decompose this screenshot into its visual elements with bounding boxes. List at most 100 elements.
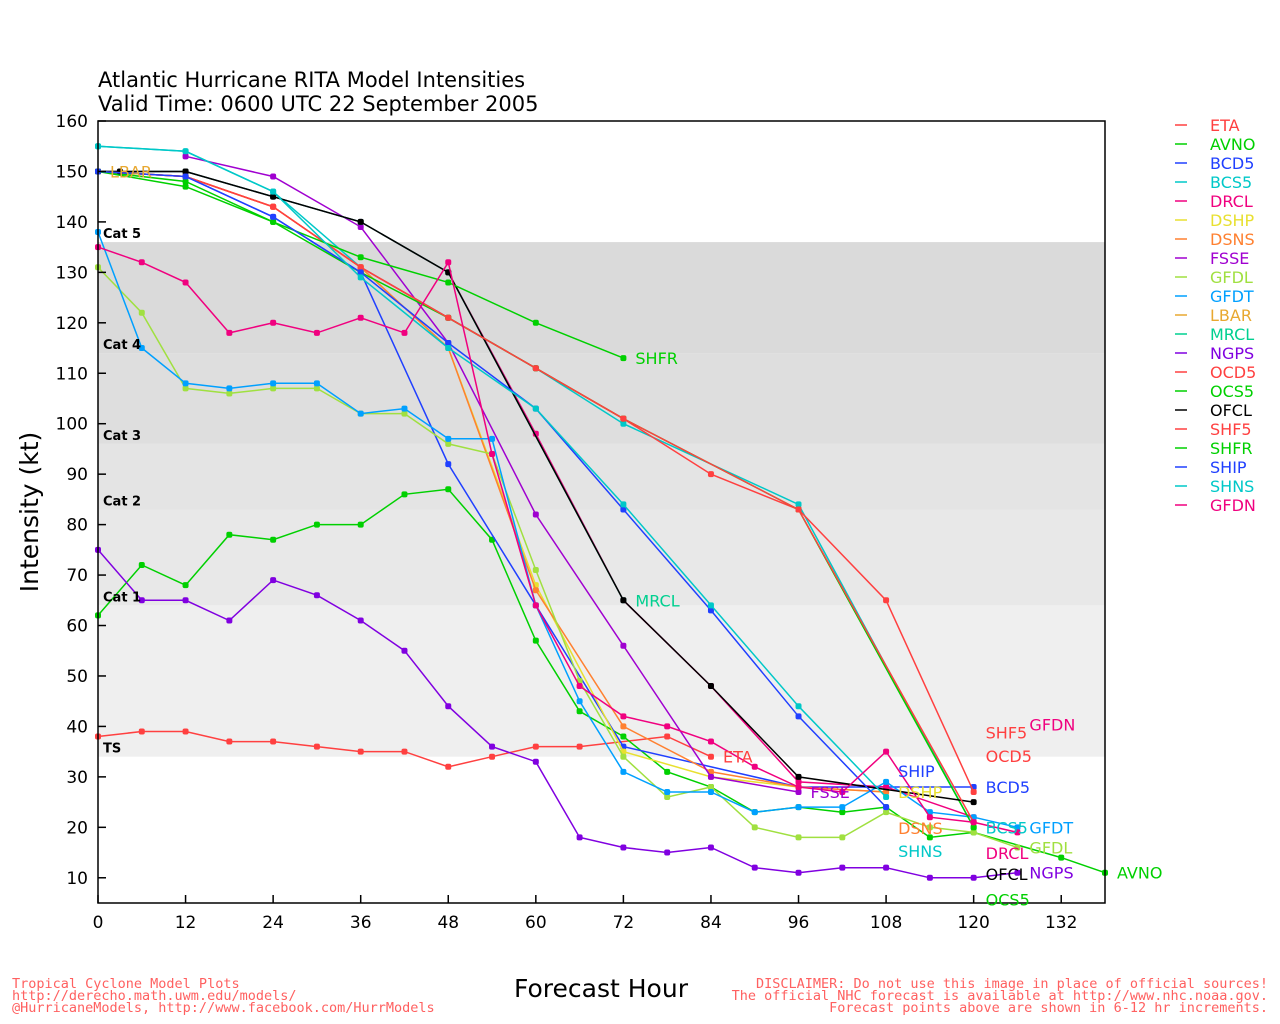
data-point	[795, 869, 802, 876]
legend-entry: FSSE	[1210, 249, 1249, 268]
data-point	[489, 753, 496, 760]
series-end-label: DSNS	[898, 819, 943, 838]
data-point	[401, 329, 408, 336]
series-end-label: SHFR	[635, 349, 678, 368]
data-point	[532, 587, 539, 594]
y-tick-label: 40	[66, 717, 88, 737]
data-point	[401, 405, 408, 412]
series-line	[97, 231, 1018, 829]
series-end-label: GFDT	[1029, 818, 1073, 837]
x-tick-label: 132	[1045, 913, 1077, 933]
data-point	[313, 743, 320, 750]
data-point	[620, 642, 627, 649]
footer-left-line-1: Tropical Cyclone Model Plots	[12, 976, 240, 992]
data-point	[489, 435, 496, 442]
data-point	[401, 491, 408, 498]
data-point	[357, 410, 364, 417]
data-point	[576, 683, 583, 690]
data-point	[532, 743, 539, 750]
data-point	[707, 602, 714, 609]
series-shns	[95, 143, 890, 801]
data-point	[883, 804, 890, 811]
data-point	[532, 758, 539, 765]
data-point	[576, 743, 583, 750]
plot-frame	[97, 120, 1106, 904]
data-point	[926, 824, 933, 831]
disclaimer-line-1: DISCLAIMER: Do not use this image in pla…	[756, 976, 1268, 992]
series-end-label: SHF5	[986, 723, 1028, 742]
data-point	[182, 168, 189, 175]
data-point	[445, 339, 452, 346]
data-point	[270, 193, 277, 200]
data-point	[270, 203, 277, 210]
data-point	[270, 188, 277, 195]
data-point	[532, 602, 539, 609]
data-point	[532, 567, 539, 574]
series-line	[97, 266, 1018, 849]
y-tick-label: 110	[56, 364, 88, 384]
series-end-label: ETA	[723, 748, 753, 767]
data-point	[664, 733, 671, 740]
y-tick-label: 150	[56, 162, 88, 182]
data-point	[970, 824, 977, 831]
data-point	[532, 319, 539, 326]
category-band	[98, 605, 1105, 757]
data-point	[707, 753, 714, 760]
data-point	[357, 218, 364, 225]
data-point	[970, 829, 977, 836]
data-point	[839, 809, 846, 816]
legend-entry: DSNS	[1210, 230, 1255, 249]
series-end-label: LBAR	[110, 162, 152, 181]
x-tick-label: 84	[700, 913, 722, 933]
category-label: Cat 4	[103, 338, 141, 353]
legend-entry: SHIP	[1210, 458, 1247, 477]
data-point	[226, 738, 233, 745]
category-band	[98, 353, 1105, 444]
data-point	[313, 521, 320, 528]
series-end-label: DRCL	[986, 844, 1029, 863]
data-point	[445, 486, 452, 493]
data-point	[489, 743, 496, 750]
data-point	[532, 405, 539, 412]
data-point	[313, 329, 320, 336]
data-point	[795, 778, 802, 785]
data-point	[883, 789, 890, 796]
data-point	[270, 738, 277, 745]
data-point	[751, 864, 758, 871]
data-point	[664, 768, 671, 775]
data-point	[445, 279, 452, 286]
data-point	[270, 218, 277, 225]
data-point	[182, 148, 189, 155]
data-point	[620, 355, 627, 362]
legend-entry: OFCL	[1210, 401, 1252, 420]
data-point	[839, 804, 846, 811]
data-point	[182, 728, 189, 735]
series-end-label: OCS5	[986, 890, 1030, 909]
data-point	[795, 703, 802, 710]
y-tick-label: 80	[66, 516, 88, 536]
data-point	[445, 703, 452, 710]
series-eta	[95, 728, 714, 770]
data-point	[620, 844, 627, 851]
series-end-label: GFDL	[1029, 839, 1072, 858]
data-point	[445, 435, 452, 442]
data-point	[839, 789, 846, 796]
data-point	[970, 874, 977, 881]
series-line	[97, 730, 712, 768]
legend-entry: BCS5	[1210, 173, 1252, 192]
data-point	[226, 531, 233, 538]
data-point	[883, 864, 890, 871]
data-point	[620, 415, 627, 422]
data-point	[357, 269, 364, 276]
data-point	[1014, 829, 1021, 836]
data-point	[620, 723, 627, 730]
legend-entry: OCD5	[1210, 363, 1256, 382]
footer-left-line-2: http://derecho.math.uwm.edu/models/	[12, 988, 296, 1004]
data-point	[182, 385, 189, 392]
x-tick-label: 0	[93, 913, 104, 933]
data-point	[751, 809, 758, 816]
series-lines	[95, 143, 1108, 881]
series-end-label: SHNS	[898, 842, 942, 861]
legend-entry: SHF5	[1210, 420, 1252, 439]
